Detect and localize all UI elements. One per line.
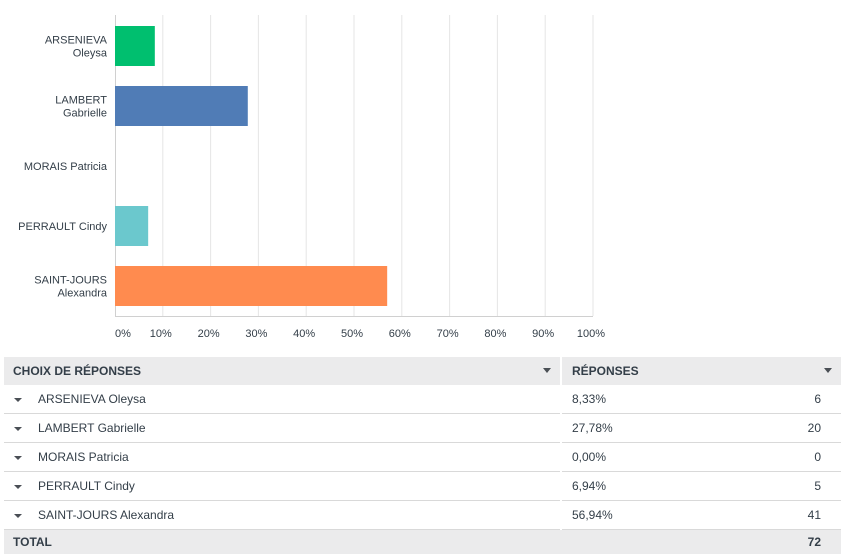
expand-row-icon[interactable] — [14, 484, 22, 489]
choices-header[interactable]: CHOIX DE RÉPONSES — [4, 357, 562, 385]
category-label-line: PERRAULT Cindy — [18, 221, 107, 233]
response-percent: 56,94% — [560, 500, 701, 530]
category-label: MORAIS Patricia — [24, 161, 108, 173]
table-row: LAMBERT Gabrielle 27,78% 20 — [4, 413, 841, 443]
choice-label: PERRAULT Cindy — [38, 479, 135, 493]
response-count: 5 — [701, 471, 841, 501]
results-table: CHOIX DE RÉPONSES RÉPONSES ARSENIEVA Ole… — [4, 357, 841, 554]
bar — [115, 86, 248, 126]
sort-choices-icon[interactable] — [543, 368, 551, 373]
sort-responses-icon[interactable] — [824, 368, 832, 373]
bar-chart: 0% 10% 20% 30% 40% 50% 60% 70% 80% 90% 100% ARSENIE… — [18, 15, 605, 340]
x-tick-label: 30% — [245, 328, 267, 340]
bar — [115, 26, 155, 66]
category-label-line: ARSENIEVA — [45, 35, 108, 47]
x-tick-label: 60% — [389, 328, 411, 340]
x-tick-label: 70% — [437, 328, 459, 340]
category-label: SAINT-JOURS Alexandra — [34, 275, 108, 300]
category-label-line: Oleysa — [73, 48, 108, 60]
x-tick-label: 20% — [198, 328, 220, 340]
table-header-row: CHOIX DE RÉPONSES RÉPONSES — [4, 357, 841, 385]
table-row: SAINT-JOURS Alexandra 56,94% 41 — [4, 500, 841, 530]
category-label: PERRAULT Cindy — [18, 221, 107, 233]
x-tick-label: 40% — [293, 328, 315, 340]
choice-label: SAINT-JOURS Alexandra — [38, 508, 175, 522]
response-count: 20 — [701, 413, 841, 443]
x-tick-label: 50% — [341, 328, 363, 340]
category-label-line: LAMBERT — [55, 95, 107, 107]
response-count: 6 — [701, 385, 841, 414]
total-row: TOTAL 72 — [4, 529, 841, 554]
choice-label: ARSENIEVA Oleysa — [38, 392, 146, 406]
x-tick-label: 90% — [532, 328, 554, 340]
total-label: TOTAL — [4, 529, 561, 554]
expand-row-icon[interactable] — [14, 426, 22, 431]
responses-header[interactable]: RÉPONSES — [561, 357, 841, 385]
choices-header-label: CHOIX DE RÉPONSES — [13, 364, 142, 378]
response-count: 0 — [701, 442, 841, 472]
x-tick-label: 80% — [484, 328, 506, 340]
choice-label: MORAIS Patricia — [38, 450, 129, 464]
total-count: 72 — [701, 529, 841, 554]
response-count: 41 — [701, 500, 841, 530]
responses-header-label: RÉPONSES — [572, 364, 639, 378]
x-tick-label: 100% — [577, 328, 605, 340]
total-spacer — [561, 529, 701, 554]
category-label-line: MORAIS Patricia — [24, 161, 108, 173]
response-percent: 27,78% — [560, 413, 701, 443]
response-percent: 8,33% — [560, 385, 701, 414]
bar — [115, 206, 149, 246]
expand-row-icon[interactable] — [14, 513, 22, 518]
x-tick-label: 0% — [115, 328, 131, 340]
table-row: ARSENIEVA Oleysa 8,33% 6 — [4, 385, 841, 414]
category-label-line: Gabrielle — [63, 108, 107, 120]
x-tick-label: 10% — [150, 328, 172, 340]
response-percent: 6,94% — [560, 471, 701, 501]
expand-row-icon[interactable] — [14, 455, 22, 460]
category-label: LAMBERT Gabrielle — [55, 95, 107, 120]
choice-label: LAMBERT Gabrielle — [38, 421, 146, 435]
chart-svg: 0% 10% 20% 30% 40% 50% 60% 70% 80% 90% 100% ARSENIE… — [18, 15, 605, 340]
response-percent: 0,00% — [560, 442, 701, 472]
table-row: PERRAULT Cindy 6,94% 5 — [4, 471, 841, 501]
table-row: MORAIS Patricia 0,00% 0 — [4, 442, 841, 472]
category-label-line: Alexandra — [57, 288, 107, 300]
category-label-line: SAINT-JOURS — [34, 275, 107, 287]
category-label: ARSENIEVA Oleysa — [45, 35, 108, 60]
expand-row-icon[interactable] — [14, 397, 22, 402]
bar — [115, 266, 388, 306]
